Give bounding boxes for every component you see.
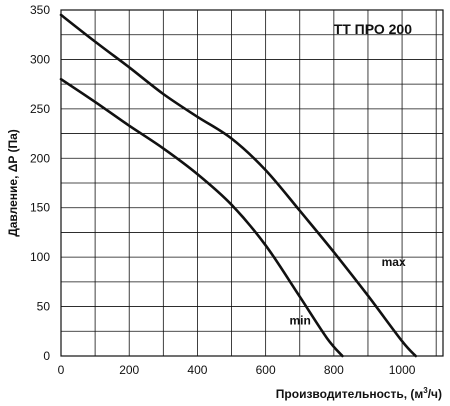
- y-tick-label: 100: [30, 250, 50, 264]
- curves: [59, 13, 417, 358]
- curve-label-max: max: [382, 255, 406, 269]
- x-tick-label: 0: [58, 363, 65, 377]
- curve-labels: max min: [290, 255, 406, 327]
- y-tick-label: 200: [30, 151, 50, 165]
- x-tick-label: 400: [187, 363, 207, 377]
- grid: [60, 9, 443, 357]
- x-axis-title: Производительность, (м3/ч): [276, 386, 442, 401]
- x-tick-label: 600: [256, 363, 276, 377]
- x-tick-label: 800: [324, 363, 344, 377]
- x-tick-label: 1000: [389, 363, 416, 377]
- curve-label-min: min: [290, 313, 311, 327]
- plot-frame: [60, 9, 444, 357]
- y-tick-label: 250: [30, 102, 50, 116]
- series-line-min: [59, 77, 344, 358]
- y-tick-label: 300: [30, 52, 50, 66]
- y-axis-title: Давление, ΔP (Па): [6, 129, 20, 237]
- y-tick-labels: 0 50 100 150 200 250 300 350: [30, 3, 50, 363]
- y-tick-label: 0: [43, 349, 50, 363]
- series-line-max: [59, 13, 417, 358]
- y-tick-label: 350: [30, 3, 50, 17]
- y-tick-label: 150: [30, 201, 50, 215]
- chart-title: TT ПРО 200: [334, 21, 413, 37]
- x-tick-label: 200: [119, 363, 139, 377]
- y-tick-label: 50: [37, 300, 51, 314]
- x-tick-labels: 0 200 400 600 800 1000: [58, 363, 416, 377]
